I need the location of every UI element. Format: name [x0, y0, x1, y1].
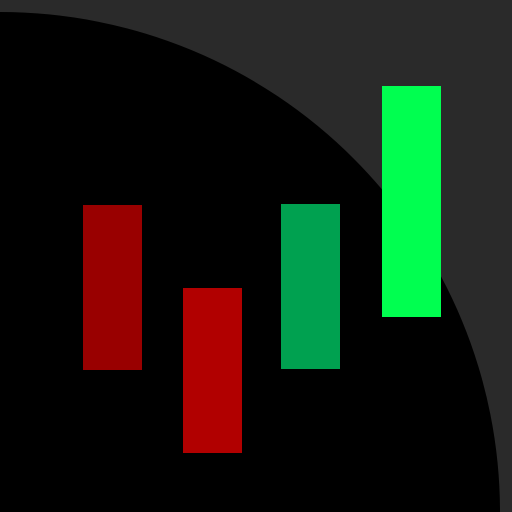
- candle-4: [382, 86, 441, 317]
- candle-1: [83, 205, 142, 370]
- candle-3: [281, 204, 340, 369]
- icon-backdrop-disc: [0, 12, 500, 512]
- candle-2: [183, 288, 242, 453]
